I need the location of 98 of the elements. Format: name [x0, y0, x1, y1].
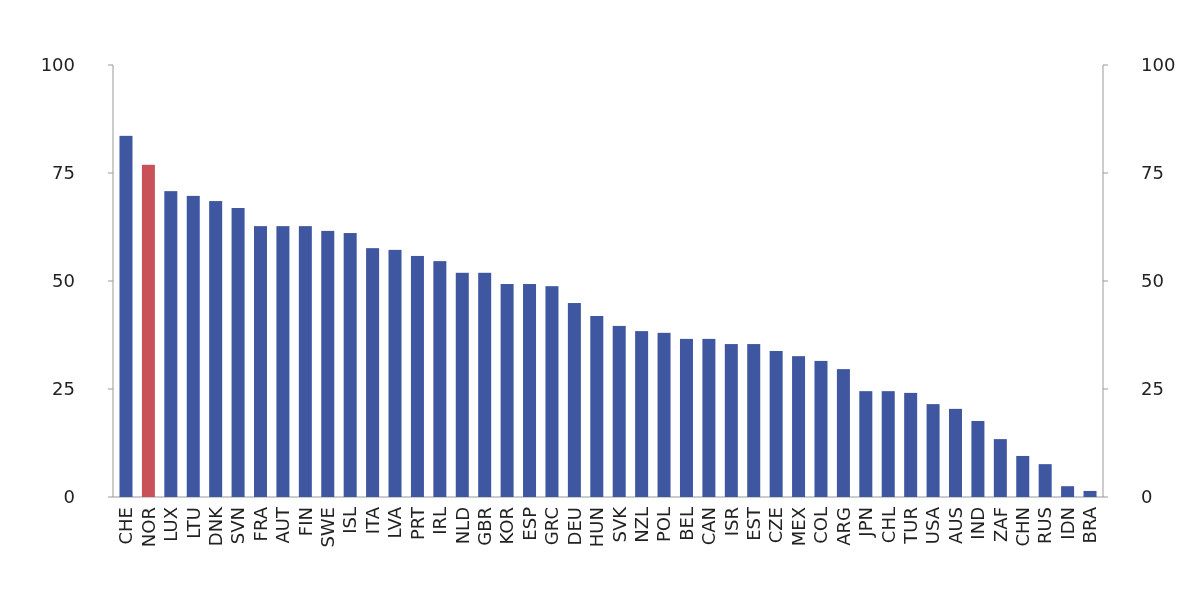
bar — [455, 272, 469, 497]
x-tick-label: SWE — [317, 507, 339, 548]
x-tick-label: BEL — [675, 507, 697, 541]
bar — [500, 284, 514, 497]
x-tick-label: DEU — [563, 507, 585, 546]
bar — [433, 261, 447, 497]
x-tick-label: BRA — [1079, 506, 1101, 544]
bar — [321, 230, 335, 497]
bar — [814, 360, 828, 497]
x-tick-label: FRA — [249, 506, 271, 542]
x-tick-label: AUS — [944, 507, 966, 544]
bar — [635, 331, 649, 497]
y-tick-label: 25 — [52, 378, 75, 400]
x-tick-label: NZL — [630, 507, 652, 543]
bar — [679, 338, 693, 497]
x-tick-label: SVK — [608, 505, 630, 543]
x-tick-label: TUR — [899, 507, 921, 545]
bar — [926, 404, 940, 497]
bar — [478, 272, 492, 497]
bar — [702, 338, 716, 497]
x-tick-label: ZAF — [989, 507, 1011, 542]
x-tick-label: ITA — [361, 506, 383, 535]
y-tick-label: 100 — [40, 54, 75, 76]
x-tick-label: ESP — [518, 506, 540, 541]
x-tick-label: ARG — [832, 507, 854, 546]
bar — [186, 195, 200, 497]
bar — [612, 325, 626, 497]
x-tick-label: GRC — [541, 507, 563, 546]
bar — [769, 350, 783, 497]
x-tick-label: IRL — [429, 507, 451, 535]
x-tick-label: LTU — [182, 507, 204, 539]
x-tick-label: KOR — [496, 507, 518, 545]
bar — [836, 369, 850, 497]
bar — [276, 226, 290, 497]
x-tick-label: CHL — [877, 507, 899, 544]
x-tick-label: EST — [743, 506, 765, 541]
bar — [657, 332, 671, 497]
y2-tick-label: 75 — [1141, 162, 1164, 184]
bar — [298, 226, 312, 497]
y-tick-label: 75 — [52, 162, 75, 184]
bar — [1016, 455, 1030, 497]
x-tick-label: MEX — [787, 507, 809, 547]
x-tick-label: RUS — [1034, 507, 1056, 545]
y-tick-label: 50 — [52, 270, 75, 292]
x-tick-label: DNK — [204, 505, 226, 547]
bar — [119, 135, 133, 497]
bar — [747, 344, 761, 497]
x-tick-label: NLD — [451, 507, 473, 545]
y2-tick-label: 0 — [1141, 486, 1153, 508]
bar — [523, 284, 537, 497]
bar — [231, 207, 245, 497]
x-tick-label: CAN — [698, 507, 720, 546]
x-tick-label: POL — [653, 507, 675, 543]
bar — [859, 391, 873, 497]
y2-tick-label: 100 — [1141, 54, 1176, 76]
bar — [993, 439, 1007, 497]
y2-tick-label: 50 — [1141, 270, 1164, 292]
y-tick-label: 0 — [63, 486, 75, 508]
x-tick-label: NOR — [137, 507, 159, 548]
x-tick-label: HUN — [586, 507, 608, 548]
bar — [366, 248, 380, 497]
bar — [388, 249, 402, 497]
bar — [545, 286, 559, 497]
x-tick-label: IDN — [1056, 507, 1078, 540]
bar — [209, 201, 223, 497]
x-tick-label: FIN — [294, 507, 316, 537]
x-tick-label: CZE — [765, 507, 787, 544]
x-tick-label: GBR — [473, 507, 495, 546]
bar — [1083, 490, 1097, 497]
x-tick-label: LVA — [384, 506, 406, 539]
bar — [792, 356, 806, 497]
bar — [904, 392, 918, 497]
x-tick-label: LUX — [160, 507, 182, 542]
bar — [164, 191, 178, 497]
x-tick-label: IND — [967, 507, 989, 540]
x-tick-label: USA — [922, 506, 944, 545]
bar — [971, 420, 985, 497]
x-tick-label: COL — [810, 507, 832, 544]
x-tick-label: ISL — [339, 507, 361, 534]
bar — [343, 233, 357, 497]
x-tick-label: AUT — [272, 506, 294, 544]
bar — [1038, 464, 1052, 497]
x-tick-label: ISR — [720, 507, 742, 537]
bar — [567, 303, 581, 497]
bar — [949, 408, 962, 497]
x-tick-label: CHE — [115, 507, 137, 545]
bar — [1061, 486, 1075, 497]
x-tick-label: PRT — [406, 506, 428, 541]
bar — [881, 391, 895, 497]
x-tick-label: SVN — [227, 507, 249, 545]
bar — [724, 344, 738, 497]
bar — [254, 226, 267, 497]
x-tick-label: JPN — [855, 507, 877, 538]
y2-tick-label: 25 — [1141, 378, 1164, 400]
bar — [590, 315, 604, 497]
bar — [141, 164, 155, 497]
x-tick-label: CHN — [1012, 507, 1034, 547]
bar — [410, 255, 424, 497]
